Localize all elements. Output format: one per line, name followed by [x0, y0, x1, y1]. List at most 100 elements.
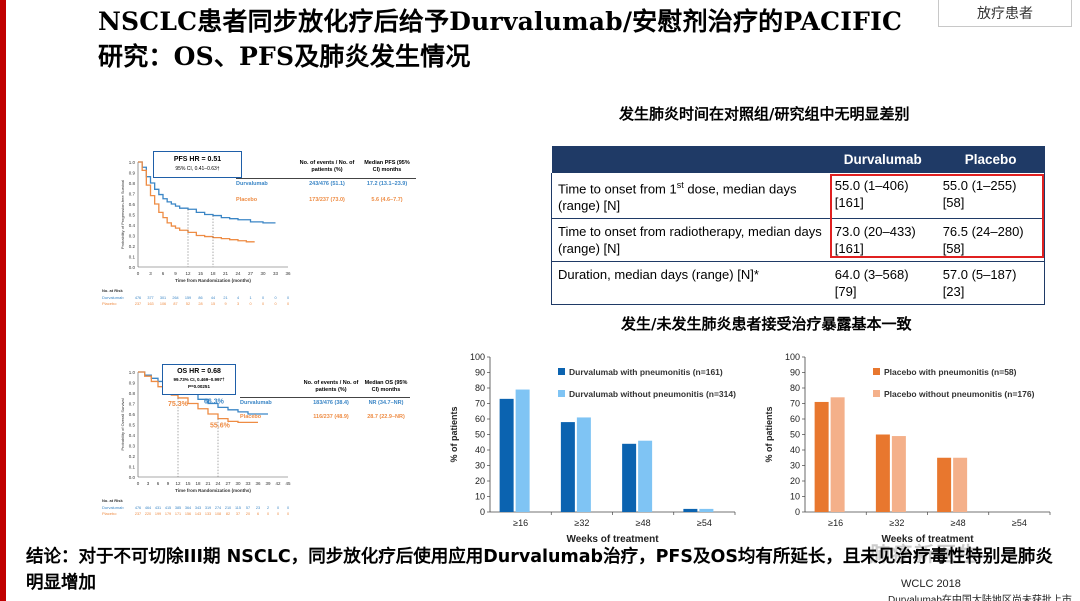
at-risk-value: 0 [287, 296, 289, 300]
table-row: Time to onset from 1st dose, median days… [550, 173, 1045, 220]
x-tick-label: 9 [174, 271, 177, 276]
at-risk-value: 199 [155, 512, 161, 516]
cell-placebo: 55.0 (1–255) [58] [936, 173, 1045, 220]
os-hr-title: OS HR = 0.68 [177, 368, 221, 375]
pfs-km-chart: 0.00.10.20.30.40.50.60.70.80.91.00 3 6 9 12 1… [102, 160, 291, 306]
x-tick-label: ≥48 [951, 518, 966, 528]
table-row: Time to onset from radiotherapy, median … [550, 218, 1045, 263]
x-tick-label: 6 [157, 481, 160, 486]
y-tick-label: 0.4 [129, 223, 136, 228]
pfs-median-placebo: 5.6 (4.6–7.7) [371, 197, 403, 203]
x-tick-label: 15 [198, 271, 204, 276]
os-hr-p: P=0.00251 [188, 384, 210, 389]
y-tick-label: 0.3 [129, 444, 136, 449]
x-tick-label: ≥48 [636, 518, 651, 528]
section-title-onset: 发生肺炎时间在对照组/研究组中无明显差别 [619, 105, 910, 123]
y-tick-label: 90 [790, 368, 800, 378]
x-tick-label: ≥32 [889, 518, 904, 528]
at-risk-value: 0 [249, 302, 251, 306]
at-risk-value: 364 [185, 506, 191, 510]
y-tick-label: 60 [475, 414, 485, 424]
os-median-placebo: 28.7 (22.9–NR) [367, 414, 405, 420]
os-col1-header: No. of events / No. of patients (%) [303, 380, 359, 393]
y-tick-label: 1.0 [129, 370, 136, 375]
legend-label: Durvalumab without pneumonitis (n=314) [569, 389, 736, 399]
pfs-col1-header: No. of events / No. of patients (%) [299, 160, 355, 173]
x-tick-label: 30 [235, 481, 241, 486]
legend-label: Placebo with pneumonitis (n=58) [884, 367, 1017, 377]
category-tag: 放疗患者 [938, 0, 1072, 27]
at-risk-label: No. at Risk [102, 498, 123, 503]
pfs-legend-table: No. of events / No. of patients (%) Medi… [236, 160, 416, 203]
y-tick-label: 100 [470, 352, 485, 362]
y-tick-label: 0.6 [129, 412, 136, 417]
at-risk-value: 44 [211, 296, 215, 300]
at-risk-value: 415 [165, 506, 171, 510]
bar [560, 422, 575, 512]
at-risk-arm: Durvalumab [102, 505, 124, 510]
x-tick-label: 15 [185, 481, 191, 486]
footer-source: WCLC 2018 [901, 578, 961, 590]
x-tick-label: 42 [275, 481, 281, 486]
y-axis-label: Probability of Overall Survival [120, 398, 125, 450]
at-risk-value: 159 [185, 296, 191, 300]
bar [891, 436, 906, 512]
pfs-arm-placebo: Placebo [236, 197, 258, 203]
y-tick-label: 0.4 [129, 433, 136, 438]
x-tick-label: 18 [195, 481, 201, 486]
bar [638, 440, 653, 512]
cell-durva: 55.0 (1–406) [161] [828, 173, 937, 220]
at-risk-value: 237 [135, 302, 141, 306]
os-arm-durva: Durvalumab [240, 400, 272, 406]
onset-table-header: Durvalumab Placebo [551, 146, 1045, 173]
y-tick-label: 50 [475, 430, 485, 440]
at-risk-value: 385 [175, 506, 181, 510]
x-tick-label: 33 [245, 481, 251, 486]
at-risk-value: 87 [173, 302, 177, 306]
y-tick-label: 0.2 [129, 454, 136, 459]
legend-swatch [873, 368, 880, 375]
y-axis-label: Probability of Progression-free Survival [120, 180, 125, 249]
at-risk-value: 156 [185, 512, 191, 516]
at-risk-value: 171 [175, 512, 181, 516]
os-annotation-placebo-12: 75.3% [168, 401, 189, 408]
y-tick-label: 30 [790, 461, 800, 471]
at-risk-value: 82 [226, 512, 230, 516]
os-median-durva: NR (34.7–NR) [368, 400, 404, 406]
x-tick-label: 3 [147, 481, 150, 486]
x-tick-label: ≥32 [574, 518, 589, 528]
at-risk-value: 237 [135, 512, 141, 516]
x-tick-label: ≥16 [513, 518, 528, 528]
y-tick-label: 0.5 [129, 423, 136, 428]
bar [830, 397, 845, 512]
x-tick-label: 36 [285, 271, 291, 276]
at-risk-value: 115 [235, 506, 241, 510]
os-hr-ci: 99.73% CI, 0.469–0.997† [173, 377, 225, 382]
bar [875, 434, 890, 512]
x-tick-label: 30 [260, 271, 266, 276]
footer-note: Durvalumab在中国大陆地区尚未获批上市 [888, 595, 1072, 601]
y-tick-label: 0.3 [129, 234, 136, 239]
x-axis-label: Weeks of treatment [881, 534, 974, 545]
at-risk-value: 37 [236, 512, 240, 516]
at-risk-value: 143 [195, 512, 201, 516]
at-risk-value: 0 [267, 512, 269, 516]
pfs-events-durva: 243/476 (51.1) [309, 181, 345, 187]
bar [515, 389, 530, 512]
x-tick-label: 21 [205, 481, 211, 486]
at-risk-value: 163 [147, 302, 153, 306]
x-tick-label: 24 [235, 271, 241, 276]
x-tick-label: 6 [162, 271, 165, 276]
legend-label: Placebo without pneumonitis (n=176) [884, 389, 1035, 399]
at-risk-value: 476 [135, 506, 141, 510]
highlight-box [830, 174, 1044, 258]
at-risk-value: 431 [155, 506, 161, 510]
x-tick-label: 12 [175, 481, 181, 486]
y-tick-label: 50 [790, 430, 800, 440]
section-title-exposure: 发生/未发生肺炎患者接受治疗暴露基本一致 [621, 315, 912, 333]
os-annotation-durva-24: 66.3% [204, 398, 225, 405]
at-risk-value: 6 [257, 512, 259, 516]
legend-swatch [558, 368, 565, 375]
at-risk-value: 28 [198, 302, 202, 306]
y-tick-label: 0 [480, 507, 485, 517]
